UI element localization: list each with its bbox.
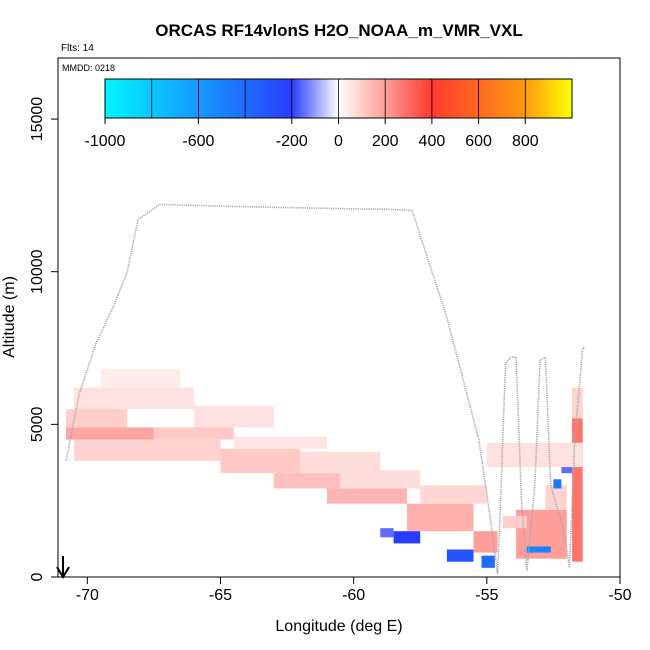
date-annotation: MMDD: 0218 bbox=[62, 63, 115, 73]
y-tick-label: 10000 bbox=[29, 249, 46, 294]
heatmap-cell bbox=[73, 439, 221, 461]
colorbar-tick-label: 400 bbox=[419, 133, 446, 150]
heatmap-cell bbox=[420, 485, 487, 504]
y-tick-label: 15000 bbox=[29, 97, 46, 142]
heatmap-cell bbox=[502, 515, 527, 529]
heatmap-cell bbox=[446, 549, 474, 562]
x-axis: -70 -65 -60 -55 -50 bbox=[76, 577, 632, 604]
x-tick-label: -70 bbox=[76, 587, 99, 604]
colorbar-tick-label: -600 bbox=[182, 133, 214, 150]
heatmap-cell bbox=[233, 436, 328, 449]
heatmap-cell bbox=[220, 448, 301, 474]
heatmap-cell bbox=[193, 406, 274, 428]
x-axis-label: Longitude (deg E) bbox=[275, 618, 402, 635]
flight-track-line bbox=[65, 203, 586, 574]
heatmap-cell bbox=[553, 479, 562, 489]
colorbar-tick-label: 800 bbox=[512, 133, 539, 150]
x-tick-label: -55 bbox=[475, 587, 498, 604]
heatmap-cell bbox=[327, 488, 407, 504]
heatmap-cell bbox=[406, 503, 474, 532]
heatmap-cell bbox=[393, 531, 421, 544]
heatmap-cell bbox=[273, 473, 341, 489]
colorbar-tick-label: 600 bbox=[465, 133, 492, 150]
heatmap-cell bbox=[481, 555, 495, 568]
y-axis: 0 5000 10000 15000 bbox=[29, 97, 58, 581]
colorbar-tick-label: 200 bbox=[372, 133, 399, 150]
y-tick-label: 5000 bbox=[29, 406, 46, 442]
heatmap-cell bbox=[300, 451, 381, 474]
heatmap-cell bbox=[100, 369, 181, 388]
colorbar-tick-label: -200 bbox=[276, 133, 308, 150]
heatmap-cell bbox=[65, 409, 128, 428]
x-tick-label: -50 bbox=[608, 587, 631, 604]
heatmap-cells bbox=[65, 369, 583, 568]
colorbar-legend: -1000 -600 -200 0 200 400 600 800 bbox=[85, 78, 573, 150]
heatmap-cell bbox=[153, 427, 234, 440]
heatmap-cell bbox=[545, 485, 567, 510]
plot-frame bbox=[57, 57, 621, 578]
heatmap-cell bbox=[340, 470, 421, 489]
flights-annotation: Flts: 14 bbox=[61, 43, 94, 54]
heatmap-cell bbox=[473, 531, 498, 553]
heatmap-cell bbox=[65, 427, 154, 440]
x-tick-label: -65 bbox=[209, 587, 232, 604]
y-tick-label: 0 bbox=[29, 572, 46, 581]
heatmap-cell bbox=[526, 546, 551, 553]
chart-title: ORCAS RF14vlonS H2O_NOAA_m_VMR_VXL bbox=[155, 21, 522, 40]
heatmap-cell bbox=[572, 418, 583, 562]
colorbar-tick-label: -1000 bbox=[85, 133, 126, 150]
colorbar-tick-label: 0 bbox=[334, 133, 343, 150]
start-arrow-icon bbox=[56, 556, 70, 579]
heatmap-cell bbox=[572, 387, 583, 419]
x-tick-label: -60 bbox=[342, 587, 365, 604]
heatmap-cell bbox=[380, 528, 394, 538]
y-axis-label: Altitude (m) bbox=[1, 276, 18, 358]
heatmap-cell bbox=[73, 387, 194, 410]
flight-track bbox=[65, 203, 586, 574]
